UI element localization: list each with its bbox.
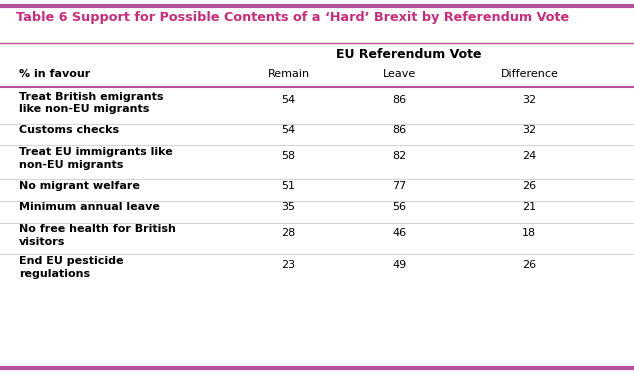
Text: 51: 51	[281, 181, 295, 191]
Text: 21: 21	[522, 202, 536, 212]
Text: 18: 18	[522, 228, 536, 238]
Text: 35: 35	[281, 202, 295, 212]
Text: 86: 86	[392, 95, 406, 105]
Text: 32: 32	[522, 95, 536, 105]
Text: 56: 56	[392, 202, 406, 212]
Text: End EU pesticide
regulations: End EU pesticide regulations	[19, 256, 124, 279]
Text: Customs checks: Customs checks	[19, 125, 119, 135]
Text: No free health for British
visitors: No free health for British visitors	[19, 224, 176, 247]
Text: 26: 26	[522, 181, 536, 191]
Text: 26: 26	[522, 260, 536, 270]
Text: 86: 86	[392, 125, 406, 135]
Text: 54: 54	[281, 125, 295, 135]
Text: Treat British emigrants
like non-EU migrants: Treat British emigrants like non-EU migr…	[19, 92, 164, 114]
Text: 82: 82	[392, 151, 406, 161]
Text: Treat EU immigrants like
non-EU migrants: Treat EU immigrants like non-EU migrants	[19, 147, 173, 170]
Text: 54: 54	[281, 95, 295, 105]
Text: 46: 46	[392, 228, 406, 238]
Text: Difference: Difference	[500, 69, 559, 79]
Text: Leave: Leave	[383, 69, 416, 79]
Text: 24: 24	[522, 151, 536, 161]
Text: 32: 32	[522, 125, 536, 135]
Text: Minimum annual leave: Minimum annual leave	[19, 202, 160, 212]
Text: 77: 77	[392, 181, 406, 191]
Text: 28: 28	[281, 228, 295, 238]
Text: % in favour: % in favour	[19, 69, 90, 79]
Text: 49: 49	[392, 260, 406, 270]
Text: Table 6 Support for Possible Contents of a ‘Hard’ Brexit by Referendum Vote: Table 6 Support for Possible Contents of…	[16, 11, 569, 24]
Text: No migrant welfare: No migrant welfare	[19, 181, 140, 191]
Text: Remain: Remain	[268, 69, 309, 79]
Text: EU Referendum Vote: EU Referendum Vote	[336, 48, 482, 61]
Text: 23: 23	[281, 260, 295, 270]
Text: 58: 58	[281, 151, 295, 161]
